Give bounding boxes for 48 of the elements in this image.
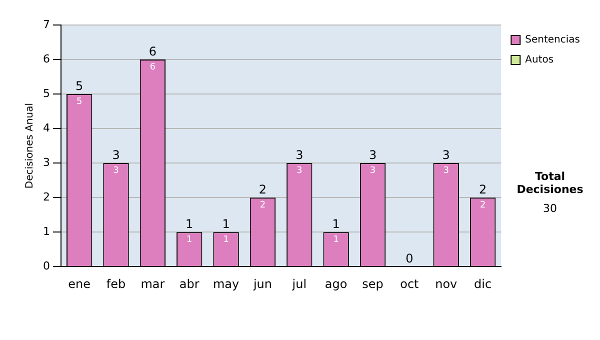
total-label: 1	[186, 217, 194, 232]
x-tick-label: mar	[140, 276, 165, 291]
data-label: 6	[150, 62, 156, 72]
data-label: 3	[370, 166, 376, 176]
data-label: 3	[113, 166, 119, 176]
x-tick-label: ago	[324, 276, 348, 291]
y-tick-label: 4	[43, 121, 50, 134]
y-tick-label: 5	[43, 86, 50, 100]
legend-label: Autos	[525, 54, 554, 66]
total-label: 2	[258, 182, 267, 197]
text: Total Decisiones	[516, 170, 584, 196]
data-label: 1	[186, 234, 192, 245]
x-tick-label: sep	[362, 276, 384, 291]
total-label: 0	[406, 252, 414, 266]
total-label: 3	[296, 148, 304, 162]
x-tick-label: feb	[106, 276, 126, 291]
x-tick-label: abr	[179, 276, 200, 291]
total-label: 2	[478, 182, 487, 197]
y-axis-title: Decisiones Anual	[24, 103, 36, 189]
data-label: 3	[443, 166, 449, 176]
data-label: 1	[223, 234, 229, 245]
x-tick-label: may	[212, 276, 240, 291]
x-tick-label: oct	[400, 276, 420, 291]
legend-label: Sentencias	[525, 34, 580, 46]
data-label: 2	[480, 200, 486, 210]
total-label: 5	[76, 79, 84, 94]
total-label: 3	[442, 148, 450, 162]
data-label: 3	[296, 166, 302, 176]
y-tick-label: 7	[43, 18, 50, 31]
total-label: 6	[148, 44, 157, 59]
y-tick-label: 0	[43, 259, 50, 272]
x-tick-label: dic	[474, 276, 492, 291]
text: 30	[542, 202, 558, 215]
total-label: 3	[112, 148, 120, 162]
y-tick-label: 3	[43, 156, 50, 169]
x-tick-label: nov	[435, 276, 458, 291]
y-tick-label: 2	[43, 190, 50, 204]
y-tick-label: 1	[43, 224, 50, 238]
x-tick-label: jun	[252, 276, 272, 291]
data-label: 1	[333, 234, 339, 245]
data-label: 2	[260, 200, 266, 210]
data-label: 5	[76, 96, 82, 107]
total-label: 3	[368, 148, 377, 162]
x-tick-label: ene	[68, 276, 91, 291]
x-tick-label: jul	[291, 276, 307, 291]
total-label: 1	[222, 217, 230, 232]
y-tick-label: 6	[43, 52, 50, 66]
total-label: 1	[332, 217, 340, 232]
